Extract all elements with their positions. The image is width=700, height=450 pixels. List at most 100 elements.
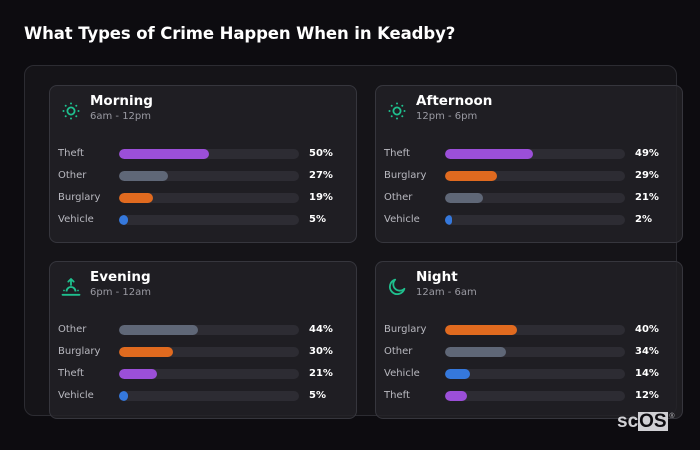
page-title: What Types of Crime Happen When in Keadb… [24,24,456,43]
bar-fill [119,149,209,159]
bar-row: Vehicle 5% [50,389,356,403]
bar-track [119,391,299,401]
bar-track [445,171,625,181]
bar-row: Other 27% [50,169,356,183]
bar-fill [445,325,517,335]
bar-value: 50% [309,148,333,159]
bar-fill [119,215,128,225]
card-title: Afternoon [416,93,493,109]
bar-label: Theft [384,148,410,159]
bar-row: Theft 49% [376,147,682,161]
bar-value: 34% [635,346,659,357]
bar-label: Vehicle [58,390,94,401]
bar-fill [119,171,168,181]
bar-row: Theft 21% [50,367,356,381]
card-title: Morning [90,93,153,109]
bar-track [119,193,299,203]
bar-track [445,149,625,159]
bar-value: 5% [309,214,326,225]
bar-label: Burglary [384,170,427,181]
bar-track [119,369,299,379]
bar-fill [445,149,534,159]
bar-fill [445,369,471,379]
bar-label: Theft [58,368,84,379]
bar-row: Burglary 30% [50,345,356,359]
bar-track [445,193,625,203]
bar-track [119,171,299,181]
card-title: Night [416,269,458,285]
bar-fill [445,193,483,203]
bar-track [119,347,299,357]
card-time-range: 6pm - 12am [90,287,152,298]
bar-fill [119,347,173,357]
bar-label: Burglary [384,324,427,335]
bar-label: Theft [384,390,410,401]
bar-track [445,369,625,379]
bar-track [119,149,299,159]
card-morning: Morning 6am - 12pm Theft 50% Other 27% B… [49,85,357,243]
bar-value: 2% [635,214,652,225]
bar-label: Theft [58,148,84,159]
bar-fill [445,171,498,181]
card-time-range: 12am - 6am [416,287,477,298]
logo-os: OS [638,411,668,432]
registered-mark: ® [669,413,675,420]
bar-fill [445,391,467,401]
bar-row: Vehicle 5% [50,213,356,227]
bar-row: Vehicle 2% [376,213,682,227]
bar-track [445,215,625,225]
bar-label: Vehicle [384,214,420,225]
bar-track [119,325,299,335]
bar-row: Other 34% [376,345,682,359]
scos-logo: scOS ® [617,411,675,432]
bar-track [445,325,625,335]
bar-label: Burglary [58,192,101,203]
bar-fill [119,193,154,203]
bar-fill [119,391,128,401]
card-title: Evening [90,269,151,285]
bar-fill [445,215,452,225]
bar-value: 14% [635,368,659,379]
bar-track [445,347,625,357]
bar-label: Vehicle [58,214,94,225]
bar-value: 5% [309,390,326,401]
bar-value: 29% [635,170,659,181]
bar-row: Other 21% [376,191,682,205]
card-evening: Evening 6pm - 12am Other 44% Burglary 30… [49,261,357,419]
bar-row: Vehicle 14% [376,367,682,381]
card-time-range: 12pm - 6pm [416,111,478,122]
bar-row: Burglary 29% [376,169,682,183]
moon-icon [389,278,406,295]
bar-row: Theft 12% [376,389,682,403]
bar-track [445,391,625,401]
bar-label: Burglary [58,346,101,357]
bar-row: Burglary 40% [376,323,682,337]
bar-row: Burglary 19% [50,191,356,205]
bar-value: 12% [635,390,659,401]
sun-icon [62,102,80,120]
bar-value: 19% [309,192,333,203]
bar-value: 49% [635,148,659,159]
bar-value: 21% [635,192,659,203]
bar-row: Theft 50% [50,147,356,161]
bar-value: 44% [309,324,333,335]
bar-row: Other 44% [50,323,356,337]
bar-label: Vehicle [384,368,420,379]
bar-label: Other [58,170,87,181]
logo-sc: sc [617,411,639,432]
bar-fill [445,347,507,357]
bar-fill [119,369,157,379]
bar-label: Other [384,346,413,357]
bar-value: 27% [309,170,333,181]
bar-value: 40% [635,324,659,335]
sunset-icon [61,278,81,296]
bar-fill [119,325,199,335]
bar-label: Other [384,192,413,203]
bar-value: 30% [309,346,333,357]
bar-track [119,215,299,225]
bar-label: Other [58,324,87,335]
card-afternoon: Afternoon 12pm - 6pm Theft 49% Burglary … [375,85,683,243]
card-time-range: 6am - 12pm [90,111,152,122]
bar-value: 21% [309,368,333,379]
